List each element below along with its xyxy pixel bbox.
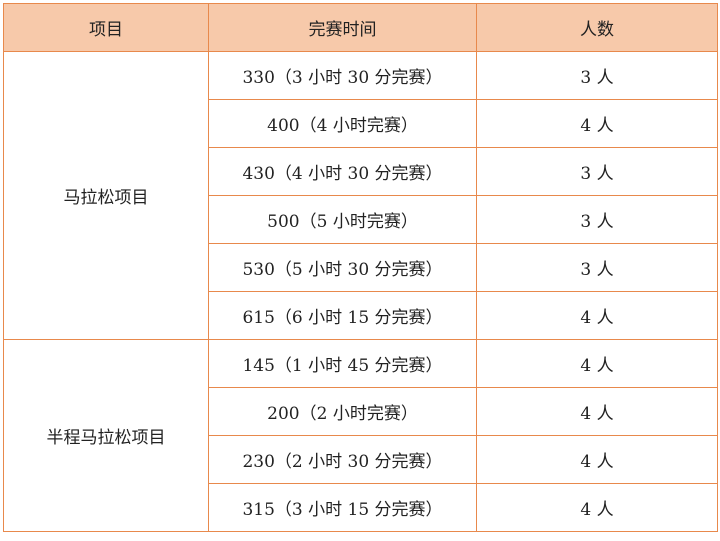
results-table: 项目 完赛时间 人数 马拉松项目 330（3 小时 30 分完赛） 3 人 400（4… bbox=[3, 3, 718, 532]
finish-time-cell: 615（6 小时 15 分完赛） bbox=[208, 291, 477, 340]
table-row: 530（5 小时 30 分完赛） 3 人 bbox=[4, 243, 718, 292]
count-cell: 4 人 bbox=[476, 435, 718, 484]
count-cell: 3 人 bbox=[476, 243, 718, 292]
count-cell: 4 人 bbox=[476, 339, 718, 388]
table-row: 400（4 小时完赛） 4 人 bbox=[4, 99, 718, 148]
count-cell: 4 人 bbox=[476, 387, 718, 436]
header-count: 人数 bbox=[476, 3, 718, 52]
table-row: 半程马拉松项目 145（1 小时 45 分完赛） 4 人 bbox=[3, 339, 718, 532]
table-row: 马拉松项目 330（3 小时 30 分完赛） 3 人 bbox=[3, 51, 718, 340]
finish-time-cell: 230（2 小时 30 分完赛） bbox=[208, 435, 477, 484]
table-row: 315（3 小时 15 分完赛） 4 人 bbox=[4, 483, 718, 532]
count-cell: 4 人 bbox=[476, 291, 718, 340]
finish-time-cell: 315（3 小时 15 分完赛） bbox=[208, 483, 477, 532]
finish-time-cell: 530（5 小时 30 分完赛） bbox=[208, 243, 477, 292]
header-event: 项目 bbox=[3, 3, 209, 52]
event-name-cell: 马拉松项目 bbox=[3, 51, 209, 340]
count-cell: 3 人 bbox=[476, 147, 718, 196]
table-row: 500（5 小时完赛） 3 人 bbox=[4, 195, 718, 244]
table-row: 615（6 小时 15 分完赛） 4 人 bbox=[4, 291, 718, 340]
count-cell: 3 人 bbox=[476, 51, 718, 100]
count-cell: 4 人 bbox=[476, 99, 718, 148]
table-row: 200（2 小时完赛） 4 人 bbox=[4, 387, 718, 436]
finish-time-cell: 400（4 小时完赛） bbox=[208, 99, 477, 148]
event-name-cell: 半程马拉松项目 bbox=[3, 339, 209, 532]
finish-time-cell: 430（4 小时 30 分完赛） bbox=[208, 147, 477, 196]
finish-time-cell: 330（3 小时 30 分完赛） bbox=[208, 51, 477, 100]
table-row: 230（2 小时 30 分完赛） 4 人 bbox=[4, 435, 718, 484]
table-row: 430（4 小时 30 分完赛） 3 人 bbox=[4, 147, 718, 196]
finish-time-cell: 200（2 小时完赛） bbox=[208, 387, 477, 436]
finish-time-cell: 500（5 小时完赛） bbox=[208, 195, 477, 244]
count-cell: 3 人 bbox=[476, 195, 718, 244]
finish-time-cell: 145（1 小时 45 分完赛） bbox=[208, 339, 477, 388]
count-cell: 4 人 bbox=[476, 483, 718, 532]
header-finish-time: 完赛时间 bbox=[208, 3, 477, 52]
header-row: 项目 完赛时间 人数 bbox=[3, 3, 718, 52]
